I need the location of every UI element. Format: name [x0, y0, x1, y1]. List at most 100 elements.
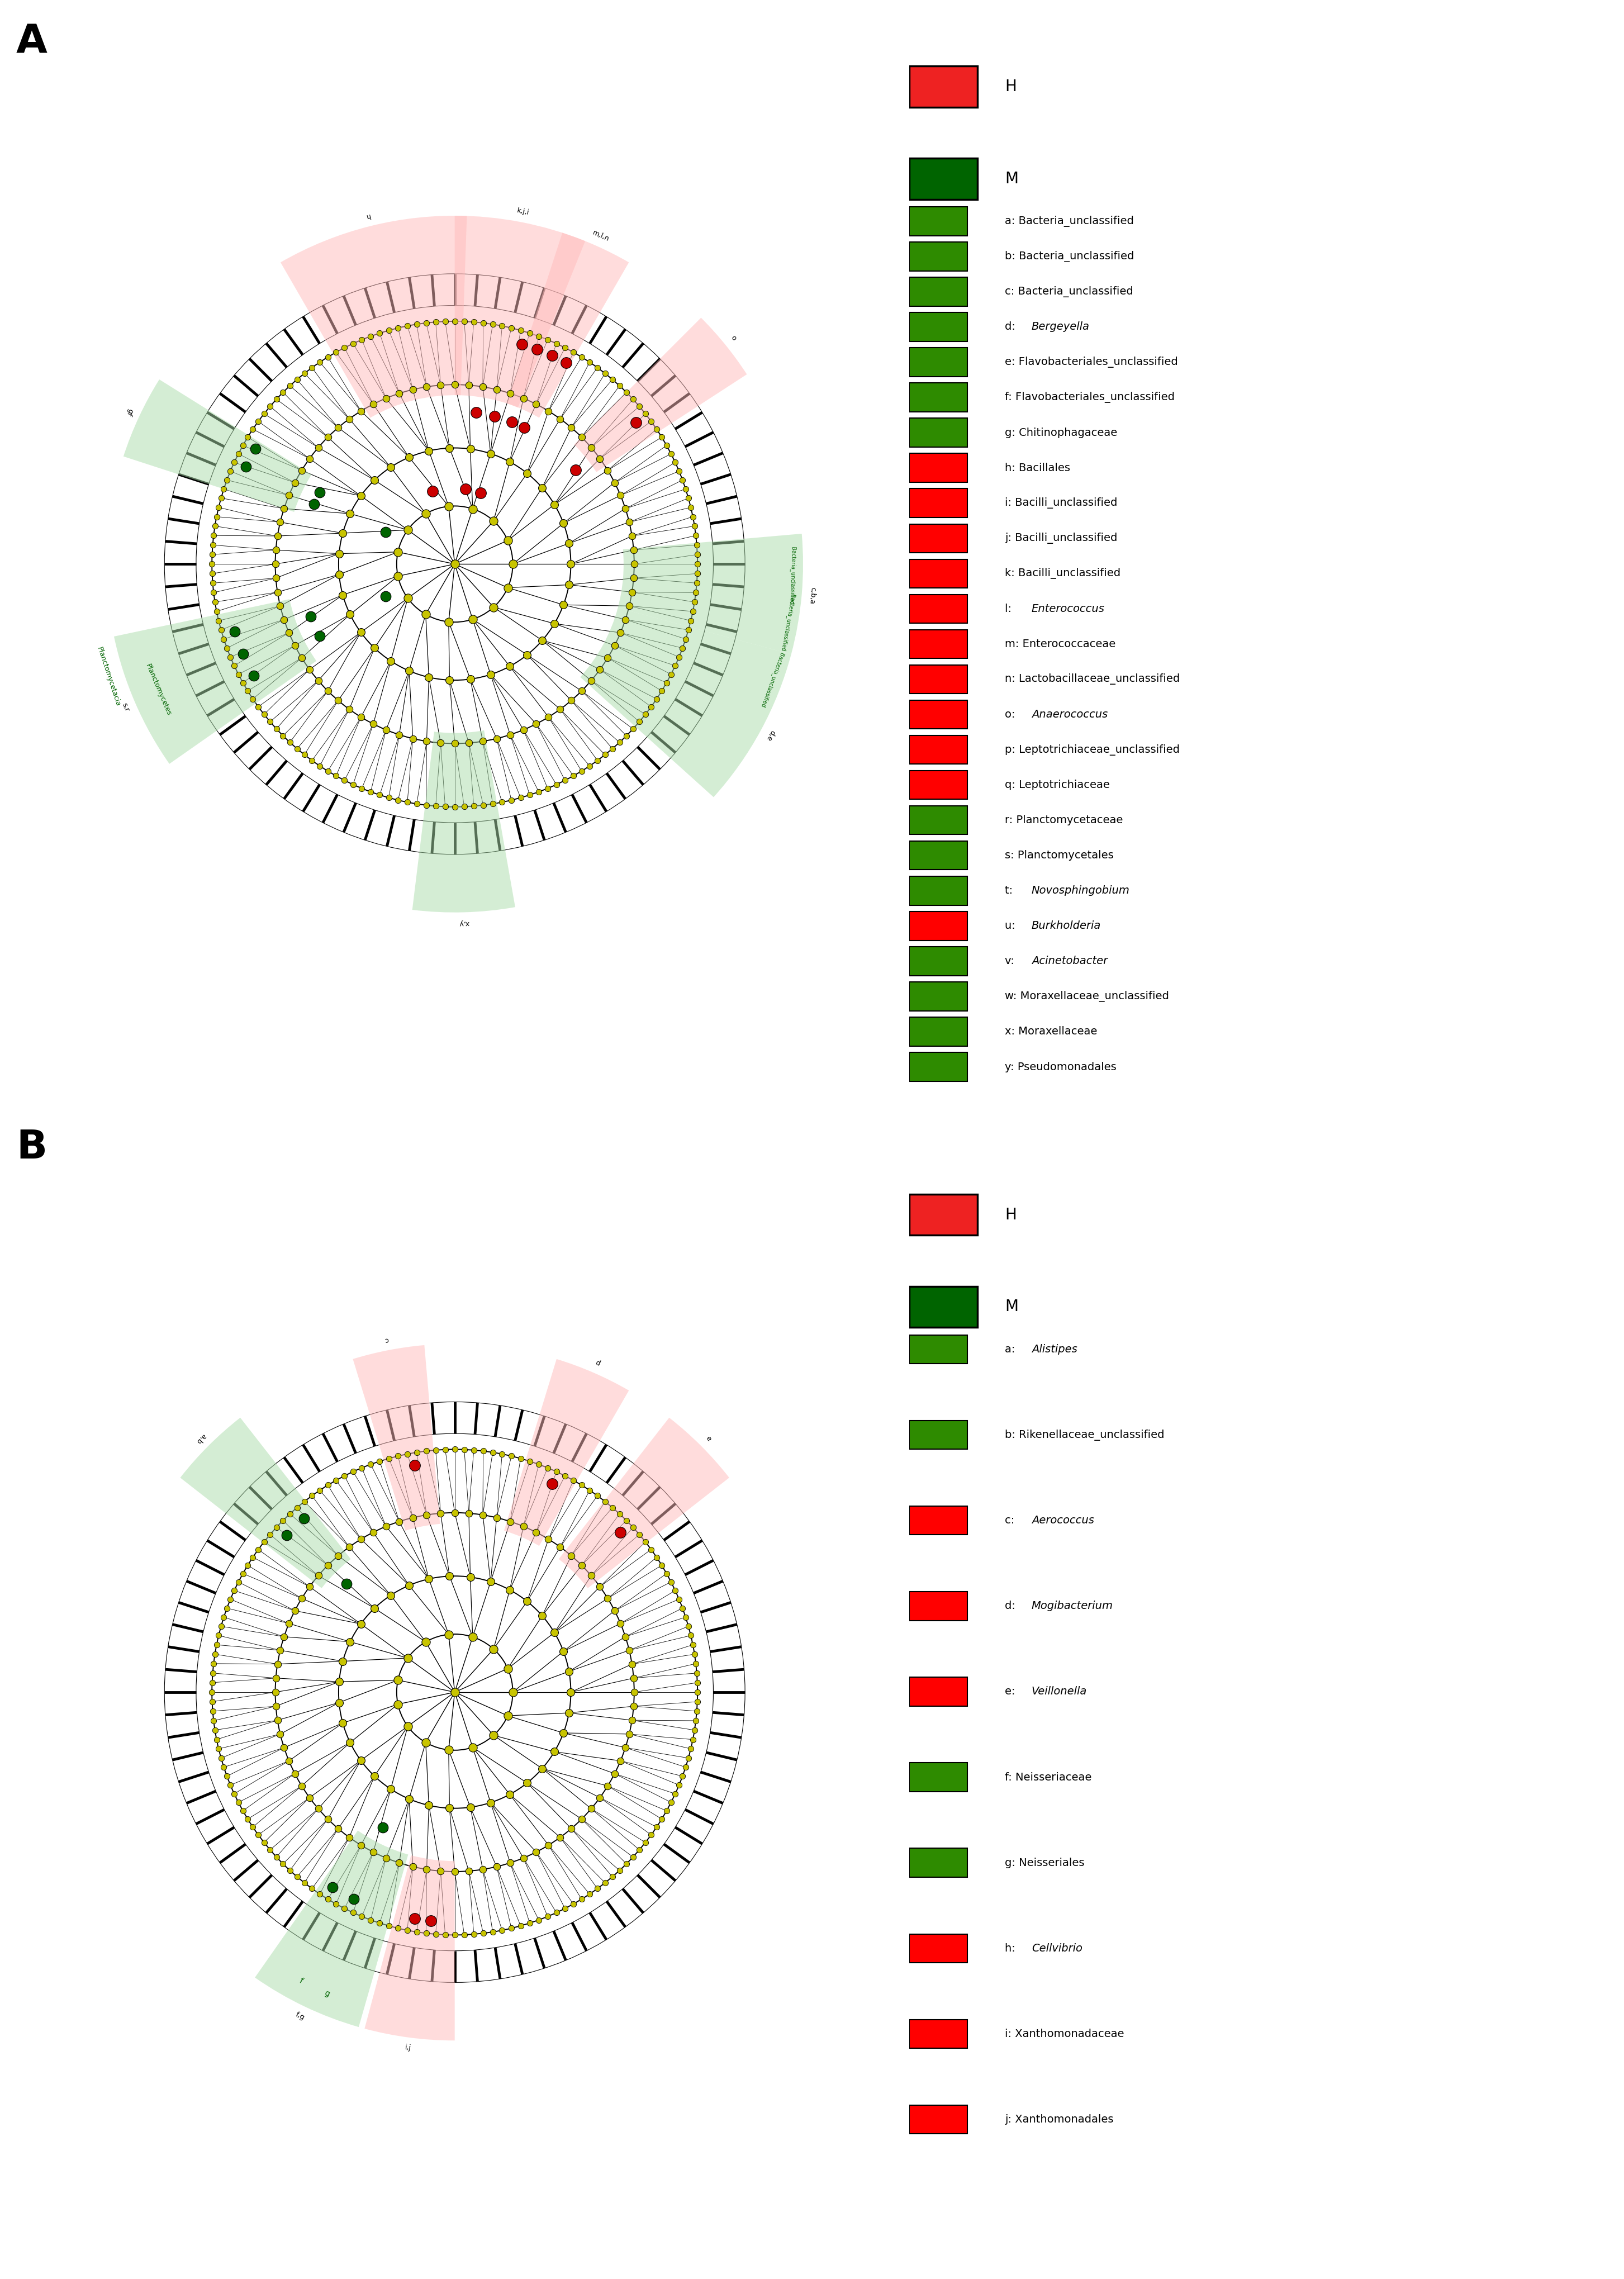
Text: M: M [1005, 1299, 1018, 1315]
FancyBboxPatch shape [909, 1194, 978, 1235]
Point [682, 583, 708, 620]
Point [201, 508, 227, 545]
Point [348, 479, 374, 515]
Point [578, 1791, 604, 1828]
Point [283, 1755, 309, 1791]
Point [435, 488, 461, 524]
Point [268, 588, 294, 624]
Point [357, 1901, 383, 1937]
Point [680, 593, 706, 629]
Point [283, 465, 309, 501]
Point [242, 431, 268, 467]
Point [559, 1538, 585, 1575]
Point [325, 681, 351, 718]
Point [348, 1828, 374, 1864]
Text: Bergeyella: Bergeyella [1031, 321, 1090, 333]
FancyBboxPatch shape [909, 242, 968, 271]
Point [585, 743, 611, 779]
Point [349, 1898, 375, 1935]
FancyBboxPatch shape [909, 383, 968, 412]
Point [536, 700, 562, 736]
Point [523, 385, 549, 422]
Wedge shape [123, 378, 312, 513]
Point [495, 1650, 521, 1686]
Wedge shape [575, 317, 747, 472]
Point [338, 1623, 364, 1659]
Point [658, 1563, 684, 1600]
Text: d:: d: [1005, 321, 1018, 333]
Point [594, 640, 620, 677]
Point [481, 399, 507, 435]
Point [666, 454, 692, 490]
Wedge shape [503, 1358, 628, 1545]
Point [323, 1885, 349, 1921]
Point [663, 1775, 689, 1812]
Point [680, 1627, 706, 1664]
Point [385, 533, 411, 570]
Point [361, 1835, 387, 1871]
Text: m,l,n: m,l,n [591, 230, 611, 244]
Point [529, 622, 555, 659]
FancyBboxPatch shape [909, 1762, 968, 1791]
FancyBboxPatch shape [909, 665, 968, 693]
Point [614, 1846, 640, 1882]
Point [348, 1741, 374, 1778]
Point [226, 656, 252, 693]
Wedge shape [559, 1418, 729, 1588]
Point [601, 465, 627, 501]
Point [560, 1885, 586, 1921]
Point [479, 1914, 505, 1951]
Point [412, 597, 438, 634]
Point [451, 789, 477, 825]
Point [412, 1725, 438, 1762]
Point [479, 305, 505, 342]
Point [291, 1484, 317, 1520]
Text: d:: d: [1005, 1600, 1018, 1611]
Point [500, 1673, 526, 1709]
Point [291, 1864, 317, 1901]
Text: Mogibacterium: Mogibacterium [1031, 1600, 1112, 1611]
Text: r: Planctomycetaceae: r: Planctomycetaceae [1005, 816, 1124, 825]
Point [432, 789, 458, 825]
Point [307, 474, 333, 510]
Text: c:: c: [1005, 1516, 1018, 1525]
Point [461, 789, 487, 825]
Point [541, 1734, 567, 1771]
Point [200, 1664, 226, 1700]
Point [568, 340, 594, 376]
Text: h: Bacillales: h: Bacillales [1005, 463, 1070, 474]
Point [357, 773, 383, 809]
Point [305, 1557, 331, 1593]
Point [453, 469, 479, 506]
Point [276, 476, 302, 513]
Text: Alistipes: Alistipes [1031, 1345, 1077, 1354]
Point [265, 1645, 291, 1682]
Point [499, 782, 525, 818]
Point [585, 349, 611, 385]
Text: g: Neisseriales: g: Neisseriales [1005, 1857, 1085, 1869]
Point [395, 308, 421, 344]
Point [206, 1618, 232, 1655]
Point [427, 725, 453, 761]
Point [526, 1447, 552, 1484]
FancyBboxPatch shape [909, 349, 968, 376]
Point [456, 1853, 482, 1889]
Point [400, 1500, 425, 1536]
Point [263, 1689, 289, 1725]
Point [599, 732, 625, 768]
Point [461, 1917, 487, 1953]
Point [523, 1513, 549, 1550]
Point [669, 629, 695, 665]
Point [231, 1794, 257, 1830]
Point [471, 305, 497, 342]
Text: x,y: x,y [460, 918, 469, 928]
Point [497, 1504, 523, 1541]
Text: k: Bacilli_unclassified: k: Bacilli_unclassified [1005, 567, 1121, 579]
Point [529, 1750, 555, 1787]
Point [512, 410, 538, 447]
Point [200, 1684, 226, 1721]
Point [348, 613, 374, 650]
Point [404, 305, 430, 342]
Point [203, 1721, 229, 1757]
Point [515, 1584, 541, 1620]
